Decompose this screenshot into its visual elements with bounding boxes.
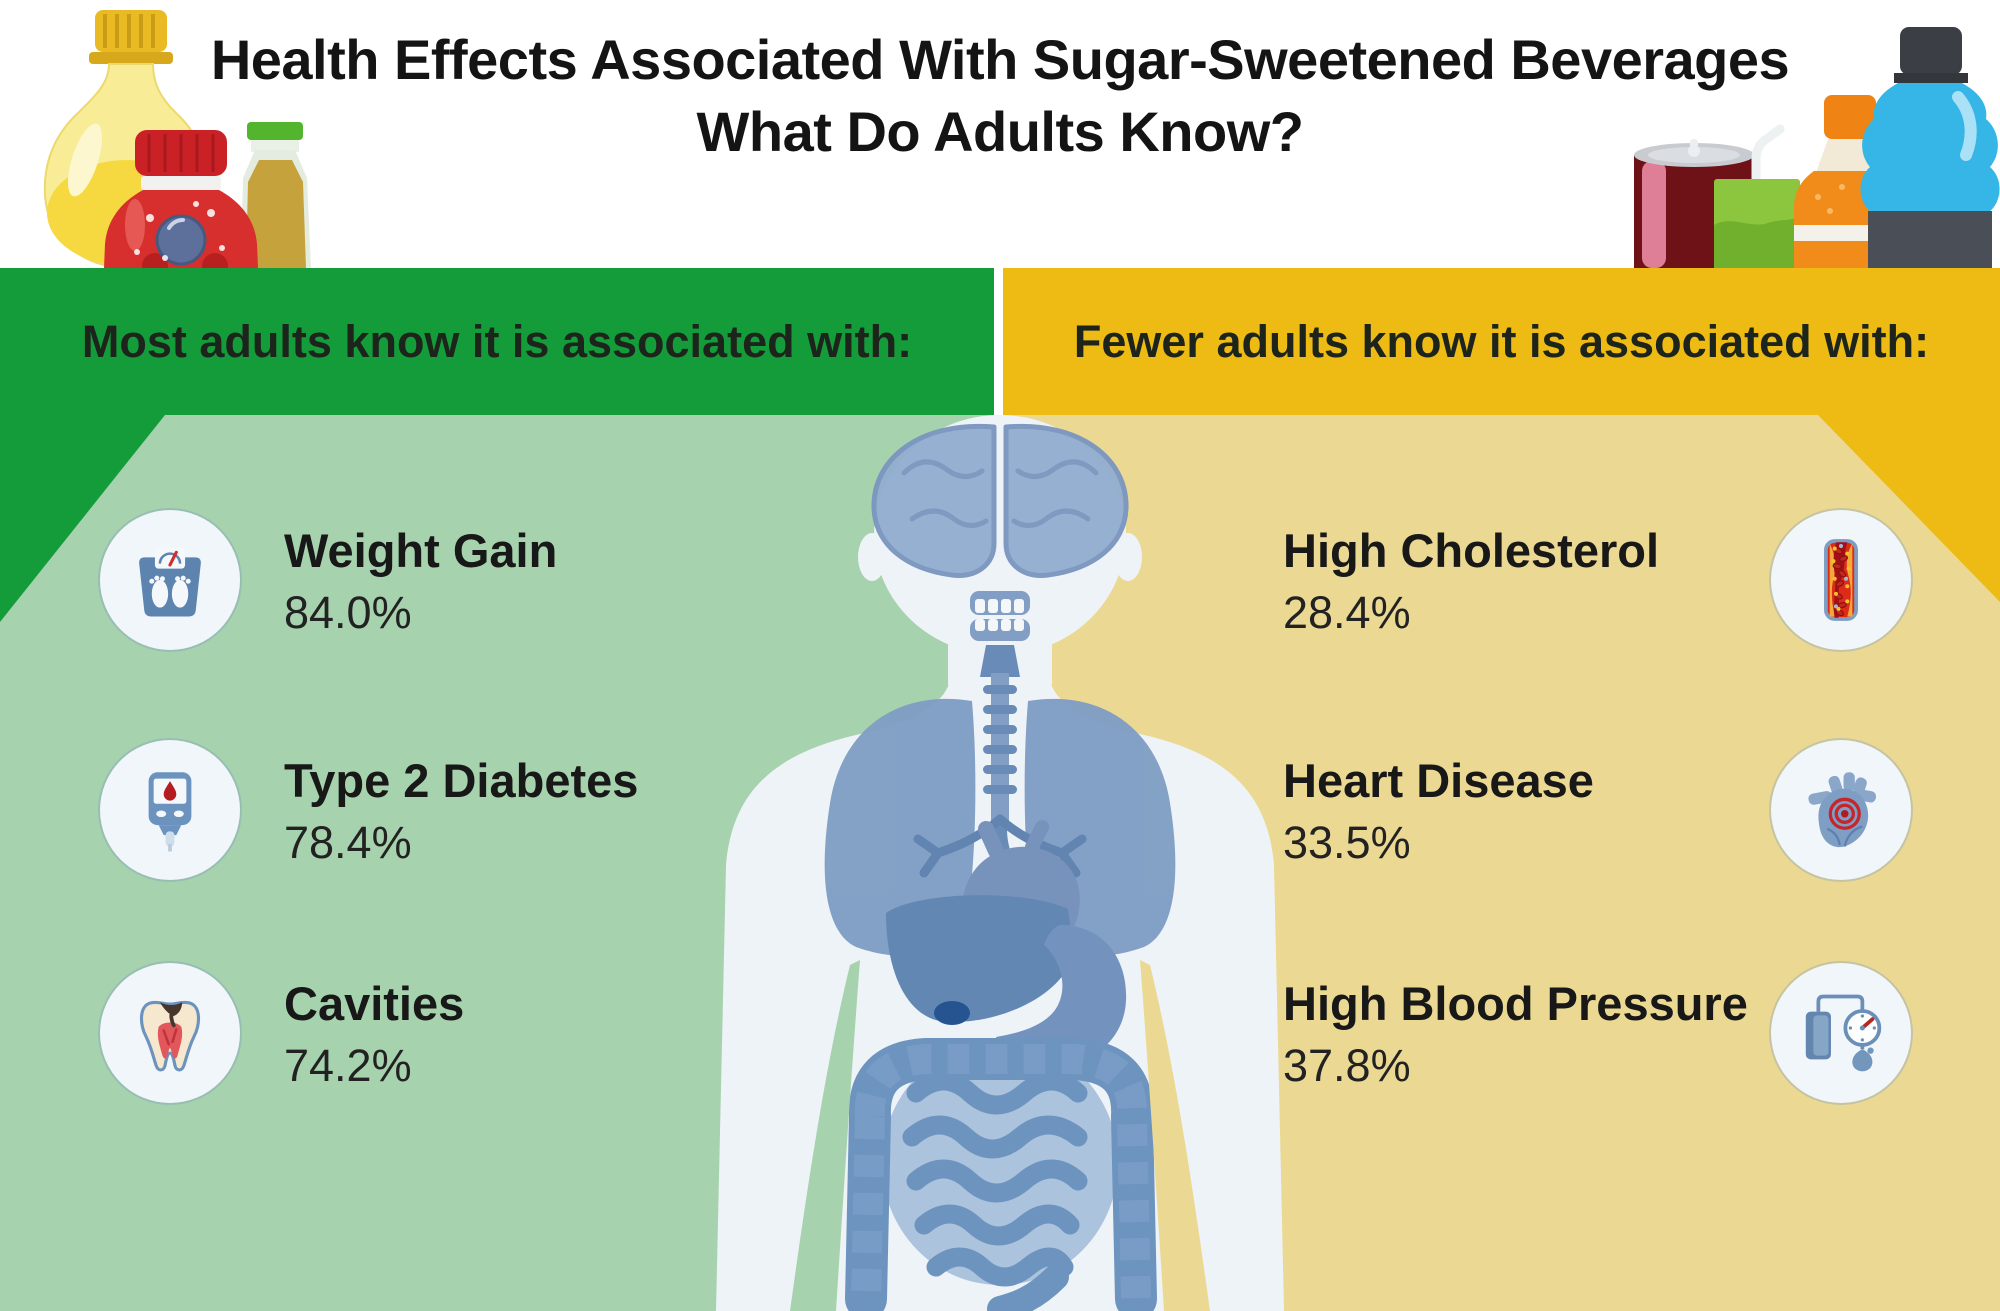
blood-pressure-monitor-icon	[1771, 963, 1911, 1103]
fact-value: 74.2%	[284, 1040, 412, 1092]
weighing-scale-icon	[100, 510, 240, 650]
human-anatomy-illustration	[716, 415, 1284, 1311]
teeth-illustration	[970, 591, 1030, 641]
fact-row-type-2-diabetes: Type 2 Diabetes 78.4%	[100, 740, 638, 880]
fact-label: Weight Gain	[284, 523, 558, 577]
fact-row-high-cholesterol: High Cholesterol 28.4%	[1283, 510, 1911, 650]
page-title: Health Effects Associated With Sugar-Swe…	[0, 24, 2000, 167]
fact-row-cavities: Cavities 74.2%	[100, 963, 464, 1103]
berry-juice-bottle-icon	[104, 130, 258, 268]
fact-row-heart-disease: Heart Disease 33.5%	[1283, 740, 1911, 880]
fact-label: High Blood Pressure	[1283, 976, 1748, 1030]
title-line-1: Health Effects Associated With Sugar-Swe…	[210, 28, 1790, 91]
tooth-cavity-icon	[100, 963, 240, 1103]
stomach-illustration	[996, 924, 1127, 1068]
heart-icon	[1771, 740, 1911, 880]
water-bottle-icon	[1860, 27, 2000, 268]
fact-value: 28.4%	[1283, 587, 1411, 639]
fact-label: High Cholesterol	[1283, 523, 1660, 577]
fact-label: Heart Disease	[1283, 753, 1594, 807]
clogged-artery-icon	[1771, 510, 1911, 650]
beverages-right-illustration	[1634, 27, 2000, 268]
fact-row-weight-gain: Weight Gain 84.0%	[100, 510, 557, 650]
beverages-left-illustration	[43, 10, 311, 268]
liver-illustration	[886, 895, 1074, 1025]
fact-row-high-blood-pressure: High Blood Pressure 37.8%	[1283, 963, 1911, 1103]
fact-value: 84.0%	[284, 587, 412, 639]
brain-illustration	[871, 423, 1129, 578]
fact-label: Type 2 Diabetes	[284, 753, 639, 807]
title-line-2: What Do Adults Know?	[696, 99, 1304, 163]
apple-juice-bottle-icon	[241, 122, 311, 268]
fact-value: 78.4%	[284, 817, 412, 869]
fact-value: 37.8%	[1283, 1040, 1411, 1092]
fact-value: 33.5%	[1283, 817, 1411, 869]
glucose-meter-icon	[100, 740, 240, 880]
banner-fewer-adults-label: Fewer adults know it is associated with:	[1073, 315, 1930, 367]
banner-most-adults-label: Most adults know it is associated with:	[81, 315, 913, 367]
intestines-illustration	[845, 1038, 1157, 1311]
banner-fewer-adults: Fewer adults know it is associated with:	[1003, 268, 2000, 415]
juice-box-icon	[1714, 124, 1800, 268]
fact-label: Cavities	[284, 976, 465, 1030]
banner-most-adults: Most adults know it is associated with:	[0, 268, 994, 415]
